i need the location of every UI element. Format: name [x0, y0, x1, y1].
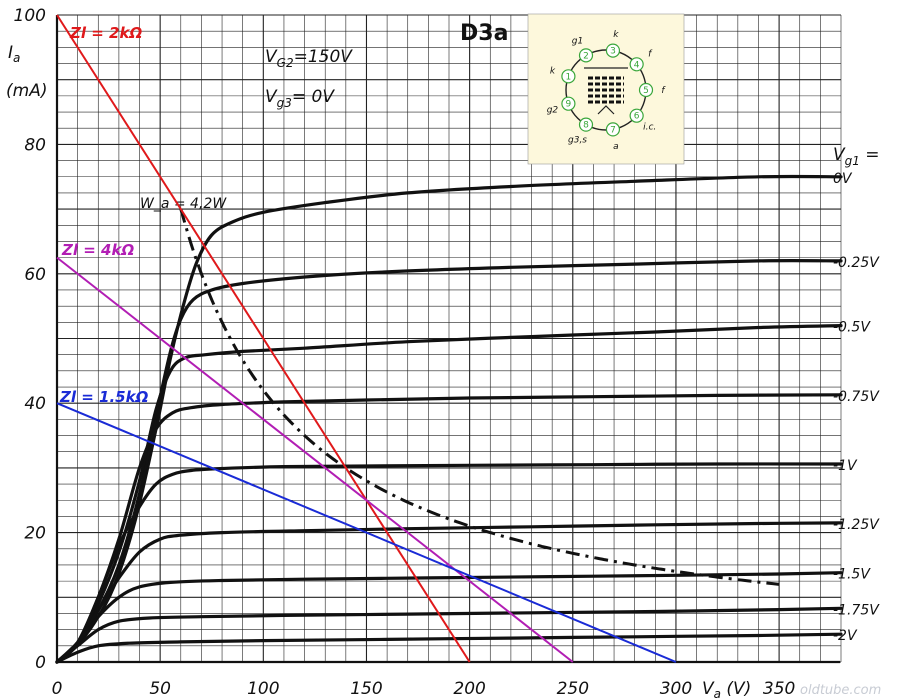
x-tick-label: 50 [149, 679, 171, 699]
pin-number: 3 [610, 47, 616, 57]
anode-curves [55, 174, 843, 664]
pin-circle [561, 69, 576, 84]
grid [56, 14, 842, 663]
x-tick-label: 150 [350, 679, 382, 699]
condition-vg3: Vg3= 0V [265, 87, 335, 110]
pin-name: g1 [572, 37, 583, 47]
x-tick-label: 100 [247, 679, 279, 699]
pin-number: 5 [643, 86, 649, 96]
x-tick-labels: 0 50 100 150 200 250 300 350 [52, 679, 796, 699]
pin-name: i.c. [643, 123, 656, 133]
pin-circle [578, 117, 594, 132]
anode-curve [55, 521, 843, 664]
pin-name: f [661, 86, 666, 96]
grid-bias-label: -1.75V [833, 602, 880, 618]
pin-circle [605, 122, 621, 137]
load-line-label: Zl = 1.5kΩ [59, 388, 149, 406]
axes [55, 15, 840, 664]
pin-circle [605, 43, 621, 58]
load-line-label: Zl = 2kΩ [69, 24, 142, 42]
y-axis-unit: (mA) [6, 81, 47, 101]
heater-filament [597, 105, 615, 115]
pin-circle [561, 96, 576, 111]
load-line-label: Zl = 4kΩ [61, 241, 134, 259]
x-tick-label: 200 [453, 679, 485, 699]
grid-bias-label: -1.25V [833, 517, 880, 533]
pin-name: g3,s [568, 135, 587, 145]
pin-number: 7 [610, 125, 616, 135]
pin-number: 1 [566, 72, 572, 82]
anode-curve [55, 606, 843, 664]
pin-circle [578, 48, 594, 63]
y-tick-label: 80 [24, 135, 46, 155]
anode-curve [55, 462, 843, 664]
grid-bias-label: -1.5V [833, 567, 871, 583]
x-tick-label: 350 [763, 679, 795, 699]
load-line [56, 14, 471, 663]
pin-number: 8 [583, 121, 589, 131]
power-dissipation-curve: W_a = 4,2W [140, 196, 780, 586]
y-tick-label: 0 [35, 653, 46, 673]
load-line [56, 402, 677, 663]
pin-name: k [550, 67, 556, 77]
x-axis-label: Va (V) [702, 679, 751, 700]
y-tick-label: 60 [24, 265, 46, 285]
anode-curve [55, 259, 843, 664]
pin-name: g2 [547, 105, 559, 115]
dissipation-label: W_a = 4,2W [140, 196, 227, 212]
grid-bias-label: 0V [833, 171, 853, 187]
condition-vg2: VG2=150V [265, 47, 353, 70]
anode-curve [55, 324, 843, 664]
y-tick-label: 40 [24, 394, 46, 414]
y-axis-label: Ia [8, 43, 20, 65]
grid-bias-label: -0.25V [833, 255, 880, 271]
x-tick-label: 300 [660, 679, 692, 699]
pin-circle [638, 82, 654, 98]
pin-name: f [648, 49, 653, 59]
y-tick-label: 20 [24, 524, 46, 544]
pin-name: a [613, 142, 619, 152]
grid-bias-label: -2V [833, 628, 858, 644]
grid-bias-labels: 0V -0.25V -0.5V -0.75V -1V -1.25V -1.5V -1.75V -… [833, 171, 880, 644]
grid-bias-label: -0.5V [833, 320, 871, 336]
pin-number: 2 [583, 51, 589, 61]
grid-bias-label: -1V [833, 458, 858, 474]
pin-number: 4 [634, 60, 640, 70]
x-tick-label: 0 [52, 679, 63, 699]
anode-curve [55, 571, 843, 664]
x-tick-label: 250 [557, 679, 589, 699]
y-tick-label: 100 [14, 6, 46, 26]
pin-circle [629, 57, 644, 72]
pin-circle [629, 108, 644, 123]
load-lines: Zl = 2kΩ Zl = 4kΩ Zl = 1.5kΩ [56, 14, 677, 663]
load-line [56, 256, 574, 663]
watermark: oldtube.com [800, 683, 881, 698]
chart-title: D3a [460, 21, 508, 46]
y-tick-labels: 0 20 40 60 80 100 [14, 6, 46, 673]
pin-number: 6 [634, 112, 640, 122]
pin-number: 9 [566, 100, 572, 110]
anode-curve [55, 632, 843, 664]
curve-family-label: Vg1 = [833, 145, 880, 168]
grid-bias-label: -0.75V [833, 389, 880, 405]
pin-name: k [613, 30, 619, 40]
